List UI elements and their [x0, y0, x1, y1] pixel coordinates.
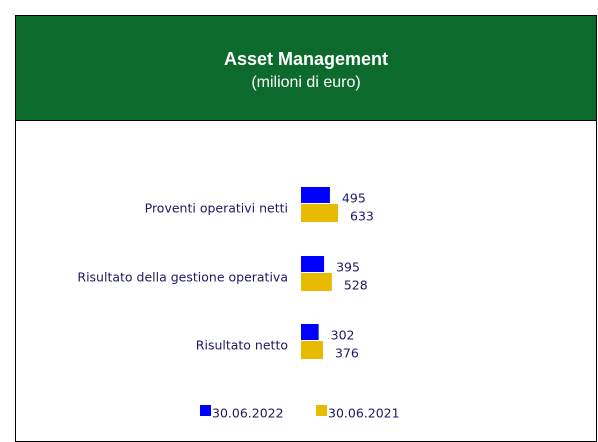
- bar: [301, 256, 325, 272]
- bar: [301, 204, 338, 222]
- value-label: 302: [331, 328, 355, 343]
- value-label: 495: [342, 191, 366, 206]
- category-label: Risultato della gestione operativa: [77, 270, 288, 285]
- value-label: 633: [350, 209, 374, 224]
- bar: [301, 273, 332, 291]
- value-label: 395: [336, 260, 360, 275]
- header: [16, 16, 596, 120]
- legend-label: 30.06.2022: [212, 406, 284, 421]
- chart-title: Asset Management: [224, 49, 388, 69]
- value-label: 528: [344, 278, 368, 293]
- category-label: Proventi operativi netti: [145, 201, 288, 216]
- category-label: Risultato netto: [196, 338, 288, 353]
- legend-swatch: [316, 405, 327, 416]
- bar: [301, 187, 330, 203]
- legend-label: 30.06.2021: [328, 406, 400, 421]
- legend-swatch: [200, 405, 211, 416]
- chart-subtitle: (milioni di euro): [251, 74, 360, 91]
- value-label: 376: [335, 346, 359, 361]
- bar: [301, 341, 323, 359]
- bar: [301, 324, 319, 340]
